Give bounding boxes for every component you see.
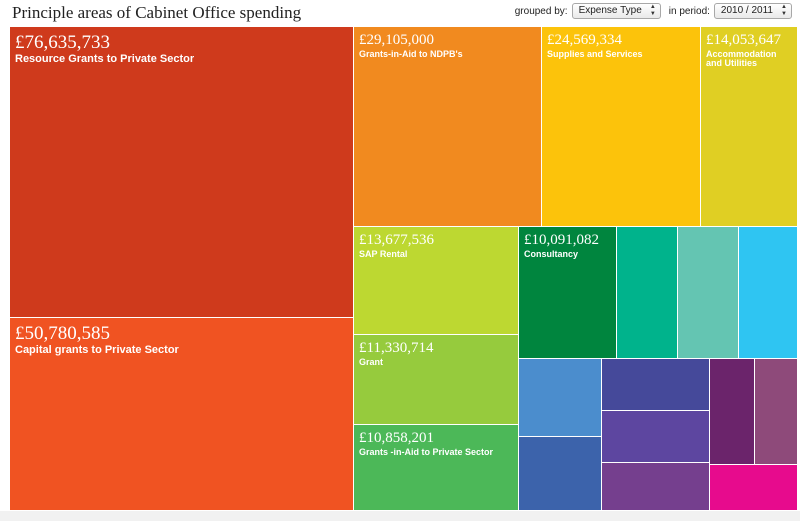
tile-small-seafoam[interactable] (678, 227, 739, 359)
tile-capital-grants[interactable]: £50,780,585 Capital grants to Private Se… (10, 318, 354, 511)
tile-amount: £10,858,201 (359, 430, 434, 446)
tile-grants-in-aid-ndpb[interactable]: £29,105,000 Grants-in-Aid to NDPB's (354, 27, 542, 227)
tile-small-sky[interactable] (739, 227, 798, 359)
tile-accommodation-utilities[interactable]: £14,053,647 Accommodation and Utilities (701, 27, 798, 227)
tile-supplies-services[interactable]: £24,569,334 Supplies and Services (542, 27, 701, 227)
spending-treemap: £76,635,733 Resource Grants to Private S… (10, 27, 798, 511)
tile-label: Supplies and Services (547, 49, 643, 59)
period-select[interactable]: 2010 / 2011 ▲ ▼ (713, 3, 792, 19)
tile-amount: £11,330,714 (359, 340, 434, 356)
tile-label: Consultancy (524, 249, 579, 259)
tile-small-magenta[interactable] (710, 465, 798, 511)
tile-small-indigo[interactable] (602, 359, 710, 411)
tile-grant[interactable]: £11,330,714 Grant (354, 335, 519, 425)
tile-sap-rental[interactable]: £13,677,536 SAP Rental (354, 227, 519, 335)
tile-label: Grants-in-Aid to NDPB's (359, 49, 463, 59)
select-arrows-icon: ▲ ▼ (649, 4, 656, 17)
tile-label: Grants -in-Aid to Private Sector (359, 447, 494, 457)
tile-grants-in-aid-private[interactable]: £10,858,201 Grants -in-Aid to Private Se… (354, 425, 519, 511)
tile-amount: £24,569,334 (547, 32, 622, 48)
footer-strip (0, 511, 800, 521)
grouped-by-value: Expense Type (578, 5, 642, 16)
tile-amount: £14,053,647 (706, 32, 781, 48)
tile-amount: £13,677,536 (359, 232, 434, 248)
tile-label: Capital grants to Private Sector (15, 344, 179, 356)
tile-small-navy[interactable] (519, 437, 602, 511)
tile-consultancy[interactable]: £10,091,082 Consultancy (519, 227, 617, 359)
page-title: Principle areas of Cabinet Office spendi… (12, 3, 302, 22)
tile-small-plum[interactable] (602, 463, 710, 511)
select-arrows-icon: ▲ ▼ (781, 4, 787, 17)
grouped-by-select[interactable]: Expense Type ▲ ▼ (571, 3, 661, 19)
tile-small-violet[interactable] (602, 411, 710, 463)
tile-label: Resource Grants to Private Sector (15, 53, 195, 65)
chart-controls: grouped by: Expense Type ▲ ▼ in period: 2… (515, 3, 792, 19)
tile-small-mauve[interactable] (755, 359, 798, 465)
tile-small-blue[interactable] (519, 359, 602, 437)
grouped-by-label: grouped by: (514, 5, 568, 17)
period-label: in period: (668, 5, 710, 17)
period-value: 2010 / 2011 (720, 5, 773, 16)
tile-amount: £10,091,082 (524, 232, 599, 248)
tile-label: Accommodation and Utilities (706, 49, 777, 69)
tile-small-teal[interactable] (617, 227, 678, 359)
tile-amount: £50,780,585 (15, 323, 110, 344)
tile-amount: £76,635,733 (15, 32, 110, 53)
tile-label: Grant (359, 357, 384, 367)
tile-resource-grants[interactable]: £76,635,733 Resource Grants to Private S… (10, 27, 354, 318)
tile-small-purple[interactable] (710, 359, 755, 465)
tile-amount: £29,105,000 (359, 32, 434, 48)
tile-label: SAP Rental (359, 249, 408, 259)
